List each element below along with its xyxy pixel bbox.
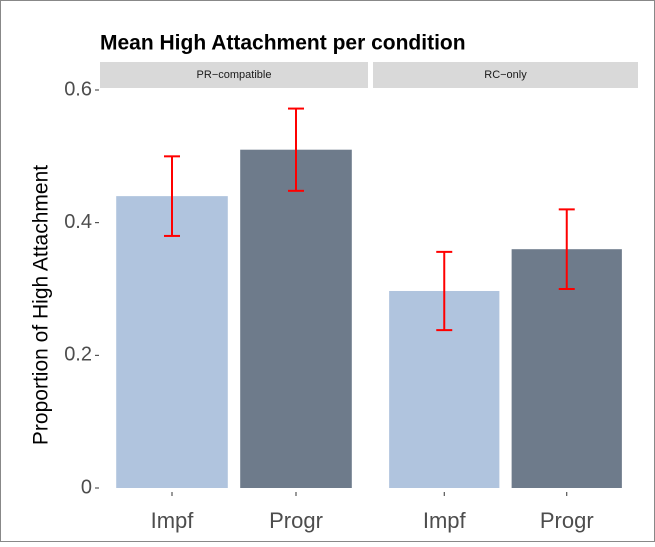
y-tick-label: 0.4 (64, 211, 92, 233)
bar (116, 196, 228, 488)
y-tick-label: 0.2 (64, 344, 92, 366)
y-axis-label: Proportion of High Attachment (30, 165, 53, 445)
y-tick-label: 0 (81, 476, 92, 498)
strip (100, 62, 368, 88)
y-tick-label: 0.6 (64, 78, 92, 100)
strip (373, 62, 638, 88)
bar (240, 149, 352, 488)
x-tick-label: Progr (540, 508, 594, 533)
strip-label: RC−only (484, 69, 527, 81)
strip-label: PR−compatible (197, 69, 272, 81)
x-tick-label: Impf (151, 508, 195, 533)
x-tick-label: Progr (269, 508, 323, 533)
x-tick-label: Impf (423, 508, 467, 533)
chart-title: Mean High Attachment per condition (100, 32, 466, 55)
